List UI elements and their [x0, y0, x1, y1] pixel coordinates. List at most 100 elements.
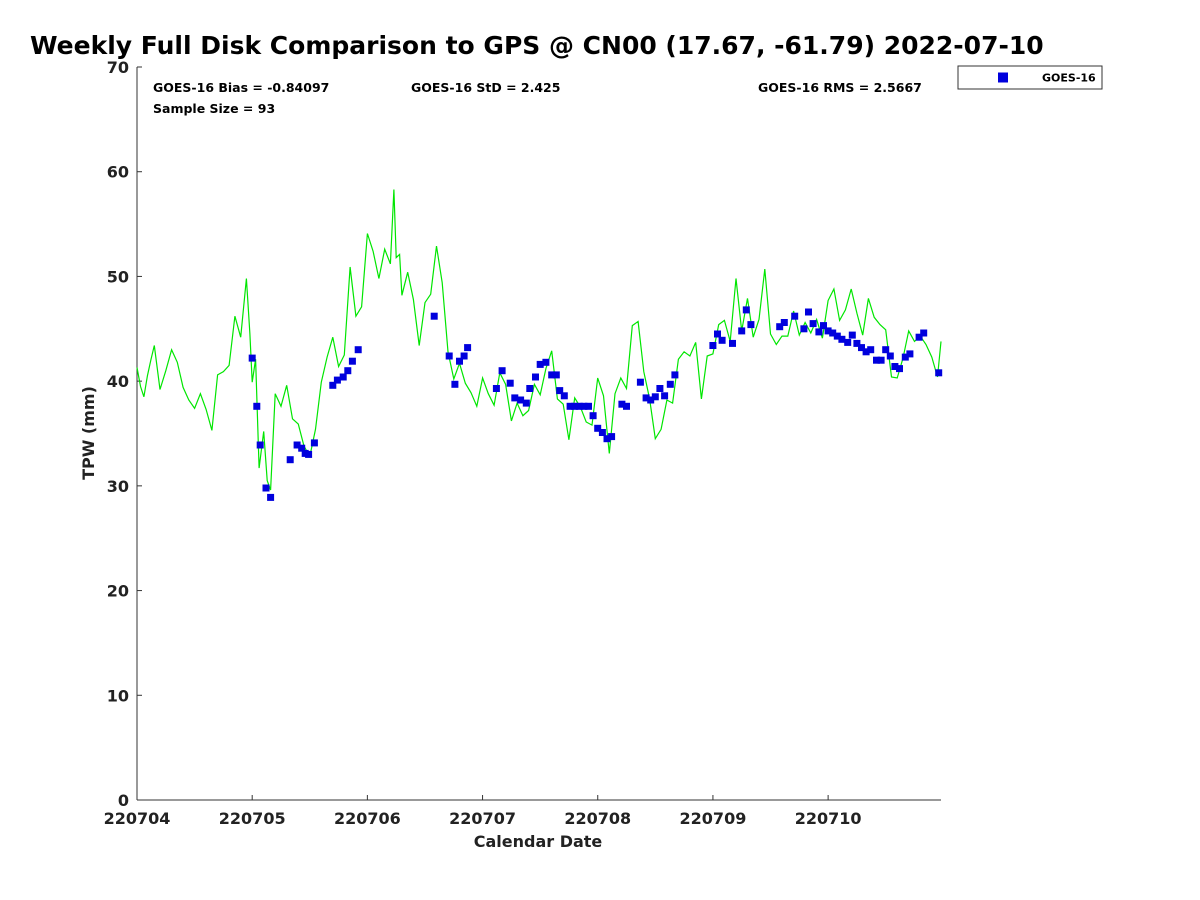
goes-16-point	[430, 312, 438, 320]
goes-16-point	[636, 378, 644, 386]
goes-16-point	[714, 330, 721, 338]
goes-16-point	[882, 346, 890, 354]
goes-16-point	[571, 402, 579, 410]
goes-16-point	[718, 336, 726, 344]
goes-16-point	[339, 373, 347, 381]
goes-16-point	[873, 356, 880, 364]
x-axis-ticks: 220704 220705 220706 220707 220708 220709 2207…	[104, 795, 862, 828]
goes-16-point	[618, 400, 626, 408]
x-tick-label: 220704	[104, 809, 171, 828]
goes-16-point	[298, 444, 306, 452]
goes-16-point	[747, 321, 755, 329]
y-tick-label: 50	[107, 267, 129, 286]
goes-16-point	[293, 441, 301, 449]
x-axis-label: Calendar Date	[474, 832, 603, 851]
goes-16-point	[920, 329, 928, 337]
goes-16-point	[506, 379, 514, 387]
y-tick-label: 0	[118, 791, 129, 810]
goes-16-point	[844, 338, 852, 346]
chart-title: Weekly Full Disk Comparison to GPS @ CN0…	[30, 31, 1044, 60]
goes-16-point	[589, 412, 597, 420]
goes-16-point	[498, 367, 506, 375]
goes-16-point	[248, 354, 256, 362]
goes-16-point	[848, 331, 856, 339]
goes-16-point	[552, 371, 560, 379]
goes-16-points	[248, 306, 943, 501]
stat-bias: GOES-16 Bias = -0.84097	[153, 80, 329, 95]
x-tick-label: 220706	[334, 809, 401, 828]
goes-16-point	[344, 367, 352, 375]
goes-16-point	[862, 348, 870, 356]
goes-16-point	[522, 399, 530, 407]
goes-16-point	[901, 353, 909, 361]
y-tick-label: 30	[107, 477, 129, 496]
goes-16-point	[820, 322, 827, 330]
goes-16-point	[460, 352, 468, 360]
goes-16-point	[580, 402, 588, 410]
goes-16-point	[780, 319, 788, 326]
goes-16-point	[267, 493, 275, 501]
goes-16-point	[742, 306, 750, 314]
y-tick-label: 40	[107, 372, 129, 391]
goes-16-point	[354, 346, 362, 354]
goes-16-point	[853, 339, 861, 347]
legend-label-goes-16: GOES-16	[1042, 72, 1096, 85]
goes-16-point	[729, 339, 736, 347]
goes-16-point	[585, 402, 592, 410]
goes-16-point	[594, 424, 602, 432]
goes-16-point	[838, 335, 846, 343]
stat-std: GOES-16 StD = 2.425	[411, 80, 560, 95]
y-axis-ticks: 0 10 20 30 40 50 60 70	[107, 58, 142, 810]
y-tick-label: 60	[107, 163, 129, 182]
axes-box	[137, 67, 941, 800]
goes-16-point	[492, 385, 500, 392]
goes-16-point	[575, 402, 583, 410]
goes-16-point	[642, 394, 650, 402]
goes-16-point	[666, 380, 674, 388]
goes-16-point	[809, 320, 817, 328]
goes-16-point	[548, 371, 556, 379]
goes-16-point	[824, 327, 832, 335]
goes-16-point	[651, 393, 659, 401]
goes-16-point	[738, 327, 746, 335]
goes-16-point	[906, 350, 914, 358]
goes-16-point	[661, 392, 669, 400]
goes-16-point	[858, 344, 865, 352]
goes-16-point	[333, 376, 341, 384]
legend-marker-goes-16	[998, 72, 1008, 83]
goes-16-point	[671, 371, 679, 379]
y-tick-label: 70	[107, 58, 129, 77]
goes-16-point	[791, 312, 799, 320]
goes-16-point	[647, 396, 655, 404]
goes-16-point	[709, 342, 717, 349]
goes-16-point	[805, 308, 812, 316]
goes-16-point	[656, 385, 664, 392]
x-tick-label: 220709	[680, 809, 747, 828]
goes-16-point	[608, 433, 616, 441]
x-tick-label: 220708	[564, 809, 631, 828]
goes-16-point	[915, 333, 923, 341]
goes-16-point	[526, 385, 534, 392]
goes-16-point	[262, 484, 270, 492]
x-tick-label: 220705	[219, 809, 286, 828]
goes-16-point	[560, 392, 568, 400]
goes-16-point	[253, 402, 261, 410]
goes-16-point	[511, 394, 519, 402]
x-tick-label: 220710	[795, 809, 862, 828]
goes-16-point	[776, 323, 784, 331]
goes-16-point	[815, 328, 823, 336]
goes-16-point	[517, 396, 525, 404]
goes-16-point	[286, 456, 294, 464]
goes-16-point	[536, 360, 544, 368]
y-axis-label: TPW (mm)	[79, 386, 98, 480]
plot-area: 0 10 20 30 40 50 60 70 220704 220705 220706 220707…	[104, 58, 943, 828]
goes-16-point	[896, 365, 903, 373]
goes-16-point	[305, 450, 313, 458]
goes-16-point	[833, 332, 841, 340]
stat-sample-size: Sample Size = 93	[153, 101, 275, 116]
y-tick-label: 20	[107, 582, 129, 601]
stat-rms: GOES-16 RMS = 2.5667	[758, 80, 922, 95]
goes-16-point	[867, 346, 875, 354]
goes-16-point	[348, 357, 356, 365]
